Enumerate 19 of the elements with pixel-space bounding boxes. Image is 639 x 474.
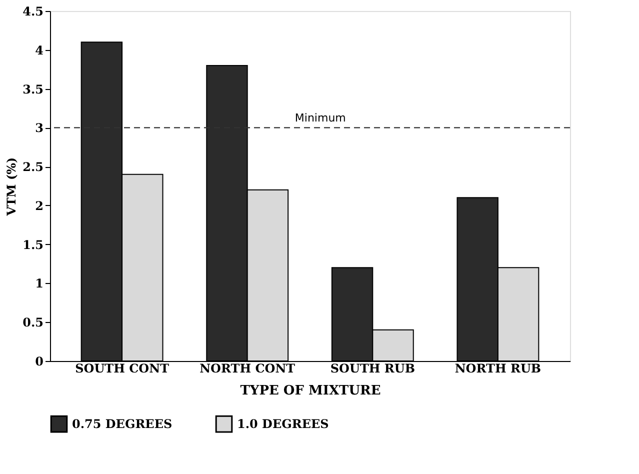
x-tick-label: NORTH CONT [200,362,296,376]
y-axis-title: VTM (%) [4,157,19,217]
y-tick-label: 2 [35,198,44,213]
y-tick-label: 0 [35,354,44,368]
x-tick-label: NORTH RUB [454,362,542,376]
y-tick-label: 3.5 [22,82,44,96]
y-tick-label: 4.5 [22,4,44,18]
ref-line-label: Minimum [294,112,346,125]
y-tick-label: 4 [35,43,44,58]
x-tick-label: SOUTH CONT [75,362,170,376]
x-axis-title: TYPE OF MIXTURE [240,384,381,398]
y-tick-label: 0.5 [22,316,44,330]
legend-label: 0.75 DEGREES [72,417,172,432]
y-tick-label: 1 [35,276,44,291]
legend-label: 1.0 DEGREES [237,417,329,432]
x-tick-label: SOUTH RUB [330,362,415,376]
y-tick-label: 1.5 [22,238,44,252]
y-tick-label: 2.5 [22,160,44,174]
y-tick-label: 3 [35,121,44,136]
